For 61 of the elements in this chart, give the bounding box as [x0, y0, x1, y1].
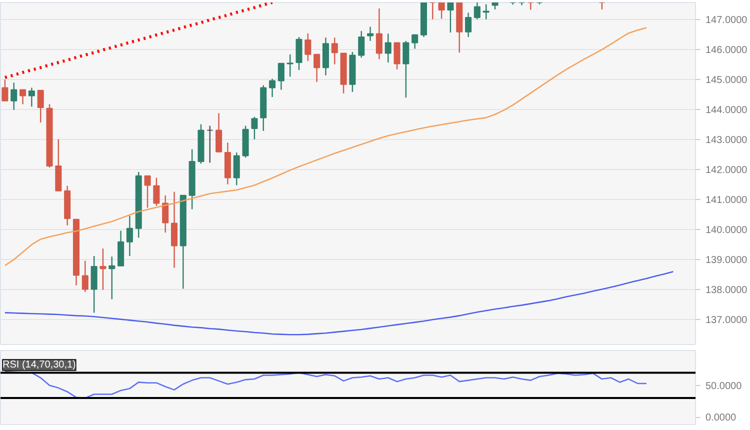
line-series — [4, 270, 674, 336]
candlestick — [358, 30, 365, 58]
y-tick-label: 138.0000 — [706, 285, 748, 296]
candlestick — [108, 256, 116, 300]
y-tick-label: 139.0000 — [706, 255, 748, 266]
candlestick — [153, 177, 160, 206]
candlestick — [412, 34, 418, 50]
y-tick-label: 146.0000 — [706, 45, 748, 56]
candlestick — [510, 2, 516, 6]
y-tick-label: 145.0000 — [706, 75, 748, 86]
candlestick — [2, 79, 8, 102]
candlestick — [482, 4, 490, 20]
candlestick — [384, 33, 392, 64]
candlestick — [162, 194, 169, 234]
candlestick — [304, 32, 312, 62]
text: RSI (14,70,30,1) — [2, 360, 76, 370]
y-tick-label: 50.0000 — [706, 380, 742, 392]
y-tick-label: 0.0000 — [706, 412, 737, 424]
y-tick-label: 142.0000 — [706, 165, 748, 176]
y-tick-label: 147.0000 — [706, 15, 748, 26]
candlestick — [331, 37, 338, 65]
candlestick — [10, 82, 18, 110]
candlestick — [144, 175, 151, 208]
candlestick — [28, 87, 35, 108]
line-series — [4, 27, 648, 266]
candlestick — [233, 152, 240, 186]
candlestick — [37, 90, 44, 124]
candlestick — [518, 2, 526, 6]
candlestick — [206, 125, 214, 164]
candlestick — [447, 2, 454, 34]
candlestick — [20, 89, 26, 105]
candlestick — [269, 78, 276, 98]
y-tick-label: 141.0000 — [706, 195, 748, 206]
y-tick-label: 143.0000 — [706, 135, 748, 146]
candlestick — [474, 2, 480, 20]
y-tick-label: 144.0000 — [706, 105, 748, 116]
candlestick — [90, 255, 98, 314]
candlestick — [314, 54, 320, 83]
candlestick — [429, 2, 436, 20]
candlestick — [465, 12, 472, 38]
candlestick — [82, 260, 88, 293]
candlestick — [527, 2, 534, 10]
candlestick — [402, 40, 410, 98]
y-tick-label: 140.0000 — [706, 225, 748, 236]
candlestick — [251, 116, 258, 140]
candlestick — [126, 215, 133, 257]
candlestick — [118, 230, 124, 266]
candlestick — [278, 62, 284, 90]
candlestick — [170, 191, 178, 268]
y-tick-label: 137.0000 — [706, 315, 748, 326]
line-series — [4, 370, 648, 399]
candlestick — [322, 37, 329, 76]
candlestick — [216, 112, 222, 152]
candlestick — [394, 42, 400, 70]
candlestick — [296, 36, 302, 71]
candlestick — [376, 8, 382, 60]
candlestick — [100, 248, 106, 290]
candlestick — [286, 54, 294, 78]
candlestick — [438, 2, 445, 20]
line-series — [3, 2, 274, 79]
candlestick — [367, 26, 374, 42]
